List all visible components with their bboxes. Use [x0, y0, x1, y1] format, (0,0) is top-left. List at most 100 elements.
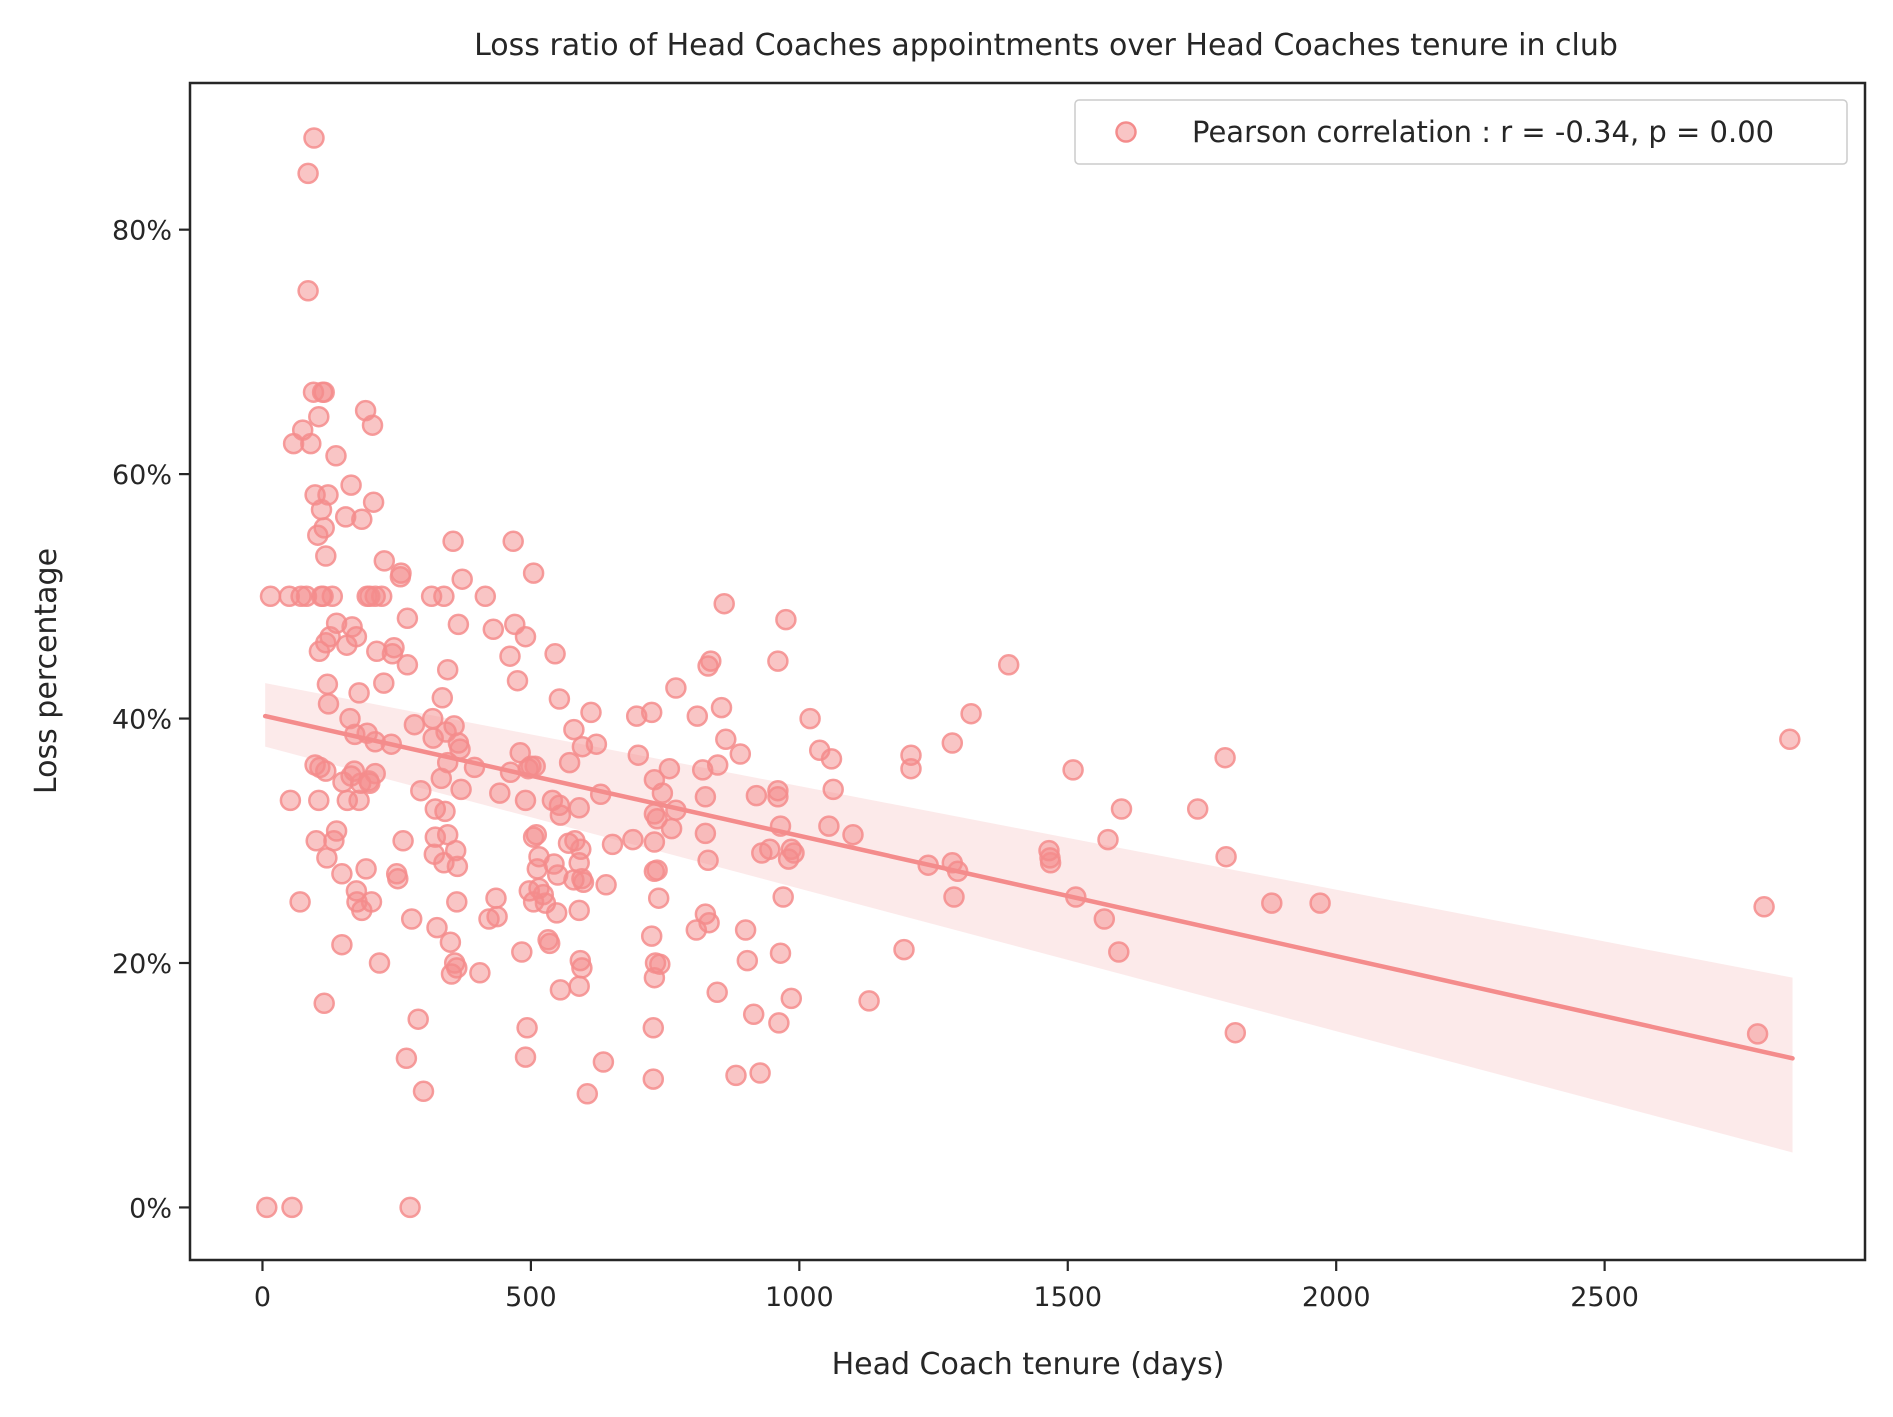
data-point: [442, 530, 464, 553]
data-point: [783, 842, 805, 864]
data-point: [412, 1080, 435, 1103]
data-point: [313, 992, 335, 1015]
data-point: [256, 1196, 278, 1219]
data-point: [436, 658, 459, 681]
data-point: [580, 701, 602, 724]
data-point: [1215, 845, 1237, 868]
data-point: [545, 902, 568, 924]
data-point: [646, 808, 668, 830]
data-point: [749, 1062, 771, 1084]
data-point: [308, 789, 330, 812]
data-point: [622, 828, 644, 851]
data-point: [568, 797, 590, 819]
data-point: [1110, 798, 1133, 820]
chart-title: Loss ratio of Head Coaches appointments …: [474, 28, 1618, 63]
data-point: [642, 1017, 665, 1039]
data-point: [627, 744, 650, 766]
data-point: [742, 1003, 765, 1026]
y-axis-ticks: 0% 20% 40% 60% 80%: [112, 216, 190, 1224]
data-point: [499, 645, 521, 667]
x-axis-ticks: 0 500 1000 1500 2000 2500: [254, 1260, 1639, 1313]
data-point: [370, 585, 393, 608]
data-point: [943, 886, 965, 908]
data-point: [997, 654, 1020, 676]
data-point: [643, 768, 666, 791]
plot-frame: [188, 81, 1867, 1262]
data-point: [685, 919, 708, 941]
data-point: [360, 891, 383, 913]
data-point: [640, 925, 663, 947]
data-point: [381, 643, 404, 665]
data-point: [706, 981, 728, 1004]
data-point: [572, 871, 595, 894]
data-point: [1062, 759, 1084, 781]
legend-box: [1074, 99, 1848, 165]
data-point: [595, 874, 617, 896]
data-point: [713, 592, 735, 615]
data-point: [563, 718, 585, 741]
data-point: [308, 405, 330, 428]
data-point: [313, 381, 335, 403]
data-point: [446, 957, 468, 979]
x-tick-label: 0: [254, 1282, 271, 1313]
data-point: [400, 908, 423, 930]
data-point: [316, 673, 339, 696]
y-tick-label: 20%: [112, 949, 172, 980]
data-point: [647, 887, 670, 909]
data-point: [434, 800, 456, 823]
data-point: [769, 942, 792, 964]
data-point: [642, 1068, 665, 1090]
data-point: [710, 696, 733, 719]
data-point: [1753, 896, 1775, 918]
data-point: [772, 886, 794, 908]
data-point: [279, 789, 302, 812]
data-point: [297, 162, 319, 185]
data-point: [525, 823, 548, 846]
data-point: [289, 891, 311, 913]
y-axis-label: Loss percentage: [29, 548, 64, 794]
data-point: [745, 784, 768, 807]
data-point: [1108, 941, 1130, 963]
data-point: [351, 508, 373, 531]
data-point: [307, 524, 329, 546]
data-point: [305, 830, 327, 852]
data-point: [759, 838, 781, 861]
x-tick-label: 2000: [1302, 1282, 1371, 1313]
data-point: [820, 748, 843, 770]
data-point: [506, 669, 529, 692]
data-point: [601, 833, 624, 856]
data-point: [592, 1051, 615, 1073]
data-point: [514, 625, 537, 648]
data-point: [297, 280, 319, 302]
data-point: [1214, 746, 1236, 769]
data-point: [410, 779, 432, 802]
data-point: [734, 919, 757, 941]
data-point: [767, 786, 789, 808]
data-point: [1261, 892, 1283, 914]
data-point: [1309, 892, 1331, 914]
regression-line-layer: [262, 713, 1795, 1061]
data-point: [364, 762, 386, 785]
x-tick-label: 2500: [1570, 1282, 1639, 1313]
data-point: [960, 702, 982, 725]
data-point: [1093, 908, 1116, 930]
data-point: [259, 585, 282, 608]
data-point: [514, 1046, 537, 1068]
data-point: [780, 987, 803, 1010]
data-point: [303, 127, 325, 149]
data-point: [643, 966, 666, 989]
data-point: [485, 887, 507, 909]
data-point: [842, 823, 864, 846]
data-point: [396, 654, 419, 676]
data-point: [281, 1196, 303, 1219]
data-point: [511, 941, 533, 963]
x-tick-label: 500: [505, 1282, 557, 1313]
data-point: [549, 804, 572, 826]
data-point: [373, 550, 396, 572]
legend-label: Pearson correlation : r = -0.34, p = 0.0…: [1192, 115, 1774, 149]
data-point: [486, 905, 508, 928]
data-point: [697, 849, 719, 872]
data-point: [317, 693, 340, 715]
